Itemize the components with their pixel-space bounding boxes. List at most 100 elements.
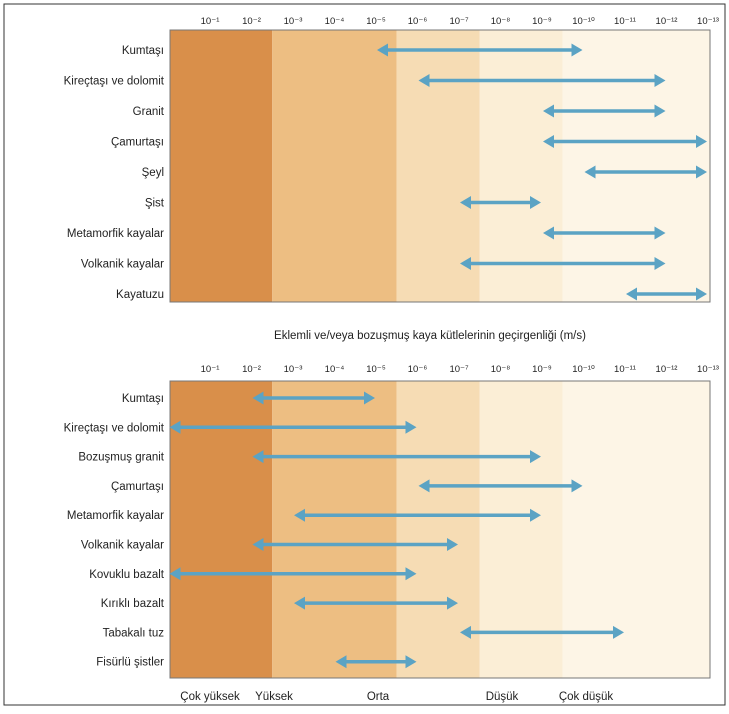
tick-label: 10⁻¹	[201, 16, 220, 27]
tick-label: 10⁻⁴	[325, 364, 345, 375]
tick-label: 10⁻²	[242, 16, 261, 27]
arrow-head-right	[405, 567, 417, 581]
arrow-head-right	[530, 450, 541, 464]
arrow-head-left	[252, 450, 264, 464]
bottom-category-labels: Kumtaşı Kireçtaşı ve dolomit Bozuşmuş gran…	[64, 393, 165, 669]
tick-label: 10⁻¹²	[656, 16, 678, 27]
top-category-labels: Kumtaşı Kireçtaşı ve dolomit Granit Çamurta…	[64, 45, 165, 301]
category-label-granit: Granit	[133, 106, 165, 118]
tick-label: 10⁻⁷	[449, 16, 469, 27]
band-medium	[396, 30, 480, 302]
range-arrow-bozusmus-granit	[252, 450, 541, 464]
bottom-plot-frame	[169, 380, 711, 679]
band-very-high	[170, 30, 273, 302]
range-arrow-tabakali-tuz	[460, 625, 624, 639]
level-very-low-label: Çok düşük	[559, 691, 614, 703]
top-bands	[170, 30, 710, 302]
tick-label: 10⁻⁵	[366, 364, 386, 375]
arrow-head-right	[447, 596, 458, 610]
tick-label: 10⁻⁸	[491, 364, 511, 375]
range-arrow-sist	[460, 196, 541, 209]
tick-label: 10⁻⁶	[408, 364, 428, 375]
tick-label: 10⁻⁹	[532, 16, 552, 27]
category-label-camurtasi: Çamurtaşı	[111, 137, 164, 149]
arrow-head-left	[460, 196, 471, 209]
level-medium-label: Orta	[367, 691, 390, 703]
arrow-head-right	[613, 625, 624, 639]
tick-label: 10⁻³	[284, 16, 303, 27]
band-very-low	[562, 30, 710, 302]
tick-label: 10⁻¹¹	[614, 364, 636, 375]
arrow-head-left	[543, 226, 554, 240]
category-label-kirikli-bazalt: Kırıklı bazalt	[101, 598, 165, 610]
arrow-head-right	[571, 43, 583, 57]
category-label-metamorfik-kayalar: Metamorfik kayalar	[67, 510, 164, 522]
arrow-head-left	[543, 135, 554, 148]
arrow-head-left	[460, 625, 471, 639]
tick-label: 10⁻¹⁰	[572, 16, 595, 27]
level-high-label: Yüksek	[255, 691, 293, 703]
arrow-head-right	[696, 287, 707, 301]
tick-label: 10⁻⁴	[325, 16, 345, 27]
arrow-head-right	[654, 226, 666, 240]
range-arrow-seyl	[584, 165, 707, 179]
range-arrow-camurtasi	[543, 135, 707, 148]
arrow-head-right	[405, 655, 417, 669]
range-arrow-kirikli-bazalt	[294, 596, 458, 610]
range-arrow-volkanik-kayalar	[460, 257, 666, 270]
arrow-head-left	[460, 257, 471, 270]
category-label-kirectasi-ve-dolomit: Kireçtaşı ve dolomit	[64, 422, 165, 434]
range-arrow-granit	[543, 104, 666, 118]
panel-bottom: 10⁻¹ 10⁻² 10⁻³ 10⁻⁴ 10⁻⁵ 10⁻⁶ 10⁻⁷ 10⁻⁸ 10⁻⁹ 10⁻¹…	[64, 364, 719, 679]
level-low-label: Düşük	[486, 691, 519, 703]
category-label-tabakali-tuz: Tabakalı tuz	[103, 627, 165, 639]
arrow-head-left	[584, 165, 596, 179]
arrow-head-right	[530, 508, 541, 522]
arrow-head-right	[364, 391, 375, 405]
arrow-head-right	[654, 104, 666, 118]
tick-label: 10⁻¹²	[656, 364, 678, 375]
top-plot-frame	[169, 29, 711, 303]
arrow-head-left	[626, 287, 637, 301]
band-low	[479, 381, 563, 678]
arrow-head-right	[654, 257, 666, 270]
band-low	[479, 30, 563, 302]
tick-label: 10⁻⁶	[408, 16, 428, 27]
tick-label: 10⁻¹³	[697, 364, 719, 375]
category-label-kumtasi: Kumtaşı	[122, 45, 164, 57]
tick-label: 10⁻²	[242, 364, 261, 375]
range-arrow-camurtasi	[418, 479, 583, 493]
tick-label: 10⁻⁹	[532, 364, 552, 375]
range-arrow-volkanik-kayalar	[252, 538, 458, 551]
range-arrow-kirectasi-ve-dolomit	[418, 74, 666, 87]
range-arrow-kumtasi	[252, 391, 375, 405]
bottom-range-arrows	[169, 391, 624, 669]
tick-label: 10⁻³	[284, 364, 303, 375]
arrow-head-left	[418, 74, 430, 87]
arrow-head-left	[294, 508, 305, 522]
arrow-head-right	[654, 74, 666, 87]
range-arrow-kumtasi	[377, 43, 583, 57]
tick-label: 10⁻¹	[201, 364, 220, 375]
tick-label: 10⁻¹³	[697, 16, 719, 27]
range-arrow-metamorfik-kayalar	[543, 226, 666, 240]
category-label-kumtasi: Kumtaşı	[122, 393, 164, 405]
tick-label: 10⁻⁸	[491, 16, 511, 27]
category-label-volkanik-kayalar: Volkanik kayalar	[81, 540, 164, 552]
category-label-kovuklu-bazalt: Kovuklu bazalt	[89, 569, 165, 581]
bottom-tick-labels: 10⁻¹ 10⁻² 10⁻³ 10⁻⁴ 10⁻⁵ 10⁻⁶ 10⁻⁷ 10⁻⁸ 10⁻⁹ 10⁻¹…	[201, 364, 719, 375]
arrow-head-left	[169, 420, 181, 434]
arrow-head-right	[571, 479, 583, 493]
category-label-volkanik-kayalar: Volkanik kayalar	[81, 259, 164, 271]
arrow-head-left	[543, 104, 554, 118]
arrow-head-right	[447, 538, 458, 551]
category-label-seyl: Şeyl	[142, 167, 164, 179]
outer-border	[3, 3, 726, 706]
range-arrow-kayatuzu	[626, 287, 707, 301]
tick-label: 10⁻⁵	[366, 16, 386, 27]
panel-top: 10⁻¹ 10⁻² 10⁻³ 10⁻⁴ 10⁻⁵ 10⁻⁶ 10⁻⁷ 10⁻⁸ 10⁻⁹ 10⁻¹…	[64, 16, 719, 303]
range-arrow-metamorfik-kayalar	[294, 508, 541, 522]
arrow-head-left	[294, 596, 305, 610]
